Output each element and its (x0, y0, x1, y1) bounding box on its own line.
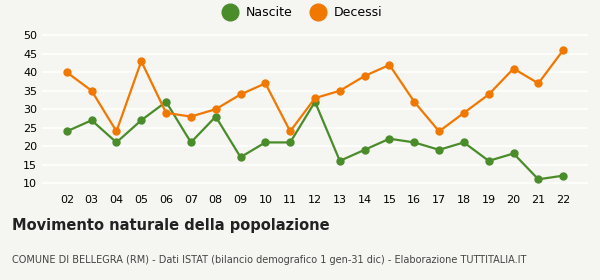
Text: Movimento naturale della popolazione: Movimento naturale della popolazione (12, 218, 329, 234)
Legend: Nascite, Decessi: Nascite, Decessi (217, 6, 383, 19)
Text: COMUNE DI BELLEGRA (RM) - Dati ISTAT (bilancio demografico 1 gen-31 dic) - Elabo: COMUNE DI BELLEGRA (RM) - Dati ISTAT (bi… (12, 255, 526, 265)
